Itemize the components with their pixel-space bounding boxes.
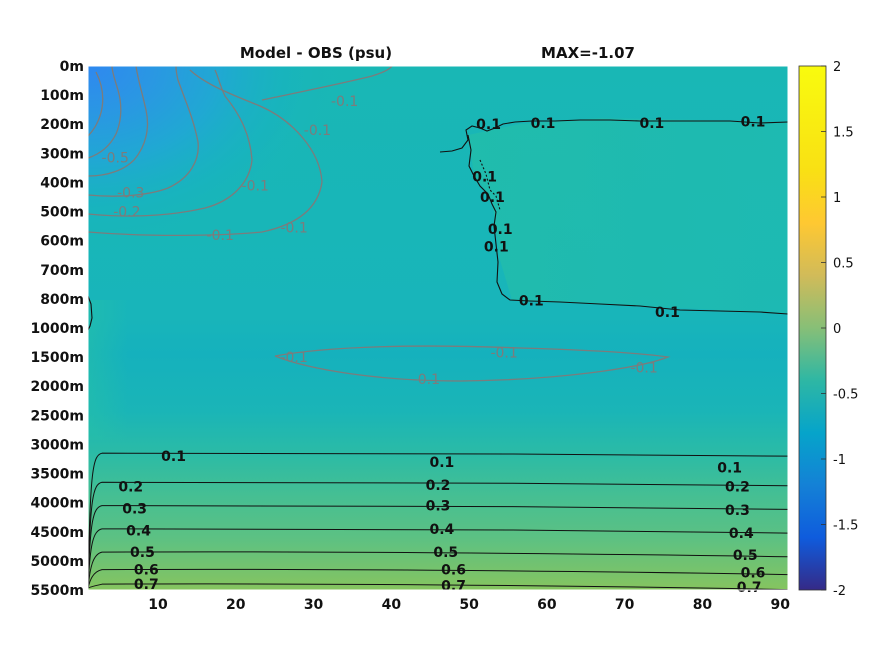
contour-label: 0.4 bbox=[429, 522, 454, 538]
contour-label: 0.5 bbox=[733, 548, 758, 564]
contour-label: 0.4 bbox=[729, 526, 754, 542]
x-tick-label: 30 bbox=[304, 597, 324, 613]
contour-line-0.5 bbox=[88, 551, 788, 589]
x-tick-label: 50 bbox=[459, 597, 479, 613]
contour-label: -0.1 bbox=[304, 123, 331, 139]
colorbar-tick-label: -0.5 bbox=[833, 388, 858, 403]
colorbar-tick-label: -1.5 bbox=[833, 519, 858, 534]
contour-label: 0.1 bbox=[741, 114, 766, 130]
y-tick-label: 800m bbox=[40, 292, 84, 308]
contour-label: -0.1 bbox=[331, 94, 358, 110]
heatmap-box-region bbox=[468, 118, 788, 314]
colorbar-tick-label: 1 bbox=[833, 191, 841, 206]
x-tick-label: 70 bbox=[615, 597, 635, 613]
y-tick-label: 5000m bbox=[30, 554, 84, 570]
contour-label: -0.1 bbox=[280, 221, 307, 237]
y-tick-label: 5500m bbox=[30, 583, 84, 599]
contour-label: 0.7 bbox=[737, 580, 762, 596]
colorbar-tick-label: 2 bbox=[833, 60, 841, 75]
chart-title: Model - OBS (psu) bbox=[240, 44, 392, 62]
contour-label: 0.1 bbox=[161, 449, 186, 465]
contour-label: 0.1 bbox=[488, 222, 513, 238]
contour-label: 0.1 bbox=[639, 116, 664, 132]
contour-label: 0.3 bbox=[725, 503, 750, 519]
y-tick-label: 1500m bbox=[30, 350, 84, 366]
contour-label: 0.2 bbox=[118, 480, 143, 496]
contour-label: -0.1 bbox=[242, 178, 269, 194]
contour-label: 0.3 bbox=[426, 499, 451, 515]
y-tick-label: 4500m bbox=[30, 525, 84, 541]
x-tick-label: 40 bbox=[382, 597, 402, 613]
contour-label: 0.1 bbox=[519, 293, 544, 309]
colorbar-tick-label: 0 bbox=[833, 322, 841, 337]
y-tick-label: 400m bbox=[40, 175, 84, 191]
contour-label: 0.7 bbox=[441, 579, 466, 595]
x-tick-label: 60 bbox=[537, 597, 557, 613]
y-axis-ticks: 0m 100m 200m 300m 400m 500m 600m 700m 800m 1000m 1… bbox=[30, 59, 84, 599]
max-annotation: MAX=-1.07 bbox=[541, 44, 635, 62]
y-tick-label: 500m bbox=[40, 205, 84, 221]
y-tick-label: 300m bbox=[40, 146, 84, 162]
colorbar-ticks: 2 1.5 1 0.5 0 -0.5 -1 -1.5 -2 bbox=[821, 60, 858, 599]
contour-label: -0.1 bbox=[280, 350, 307, 366]
x-axis-ticks: 10 20 30 40 50 60 70 80 90 bbox=[148, 597, 790, 613]
contour-label: 0.1 bbox=[717, 461, 742, 477]
plot-frame bbox=[87, 65, 789, 591]
contour-label: 0.6 bbox=[441, 563, 466, 579]
contour-label: -0.1 bbox=[207, 228, 234, 244]
contour-label: 0.2 bbox=[725, 480, 750, 496]
colorbar-tick-label: 0.5 bbox=[833, 257, 854, 272]
contour-label: 0.5 bbox=[130, 545, 155, 561]
contour-line-0.7 bbox=[88, 583, 788, 590]
y-tick-label: 4000m bbox=[30, 496, 84, 512]
contour-label: 0.1 bbox=[429, 455, 454, 471]
contour-label: 0.1 bbox=[480, 190, 505, 206]
contour-label: 0.5 bbox=[433, 545, 458, 561]
contour-label: -0.1 bbox=[413, 372, 440, 388]
contour-label: 0.3 bbox=[122, 501, 147, 517]
y-tick-label: 600m bbox=[40, 234, 84, 250]
y-tick-label: 2500m bbox=[30, 408, 84, 424]
contour-label: -0.3 bbox=[117, 186, 144, 202]
plot-area bbox=[88, 66, 788, 590]
contour-label: 0.6 bbox=[134, 563, 159, 579]
contour-label: 0.2 bbox=[426, 478, 451, 494]
contour-label: -0.1 bbox=[490, 346, 517, 362]
y-tick-label: 700m bbox=[40, 263, 84, 279]
contour-label: 0.6 bbox=[741, 566, 766, 582]
contour-label: 0.1 bbox=[472, 170, 497, 186]
x-tick-label: 80 bbox=[693, 597, 713, 613]
contour-labels-black: 0.1 0.1 0.10.2 0.2 0.20.3 0.3 0.30.4 0.4 0.40.5 0… bbox=[118, 114, 765, 596]
contour-line-0.6 bbox=[88, 568, 788, 589]
y-tick-label: 3000m bbox=[30, 437, 84, 453]
contour-label: -0.5 bbox=[102, 151, 129, 167]
x-tick-label: 90 bbox=[770, 597, 790, 613]
contour-label: 0.1 bbox=[476, 117, 501, 133]
y-tick-label: 1000m bbox=[30, 321, 84, 337]
contour-label: 0.4 bbox=[126, 523, 151, 539]
x-tick-label: 10 bbox=[148, 597, 168, 613]
colorbar-tick-label: 1.5 bbox=[833, 126, 854, 141]
y-tick-label: 100m bbox=[40, 88, 84, 104]
contour-label: 0.7 bbox=[134, 577, 159, 593]
y-tick-label: 3500m bbox=[30, 467, 84, 483]
contour-label: 0.1 bbox=[484, 239, 509, 255]
colorbar: 2 1.5 1 0.5 0 -0.5 -1 -1.5 -2 bbox=[798, 60, 858, 599]
contour-label: -0.1 bbox=[630, 360, 657, 376]
colorbar-tick-label: -1 bbox=[833, 453, 846, 468]
y-tick-label: 0m bbox=[60, 59, 84, 75]
y-tick-label: 2000m bbox=[30, 379, 84, 395]
contour-label: 0.1 bbox=[655, 305, 680, 321]
heatmap-surface-anomaly bbox=[88, 66, 388, 286]
contour-label: 0.1 bbox=[531, 116, 556, 132]
colorbar-tick-label: -2 bbox=[833, 584, 846, 599]
x-tick-label: 20 bbox=[226, 597, 246, 613]
positive-box-contour bbox=[88, 119, 788, 331]
heatmap-left-band bbox=[88, 300, 128, 440]
negative-contours bbox=[88, 66, 671, 382]
contour-label: -0.2 bbox=[113, 205, 140, 221]
contour-labels-gray: -0.1 -0.1-0.1-0.1-0.1-0.2-0.3-0.5-0.1 -0.1… bbox=[102, 94, 658, 388]
y-tick-label: 200m bbox=[40, 117, 84, 133]
